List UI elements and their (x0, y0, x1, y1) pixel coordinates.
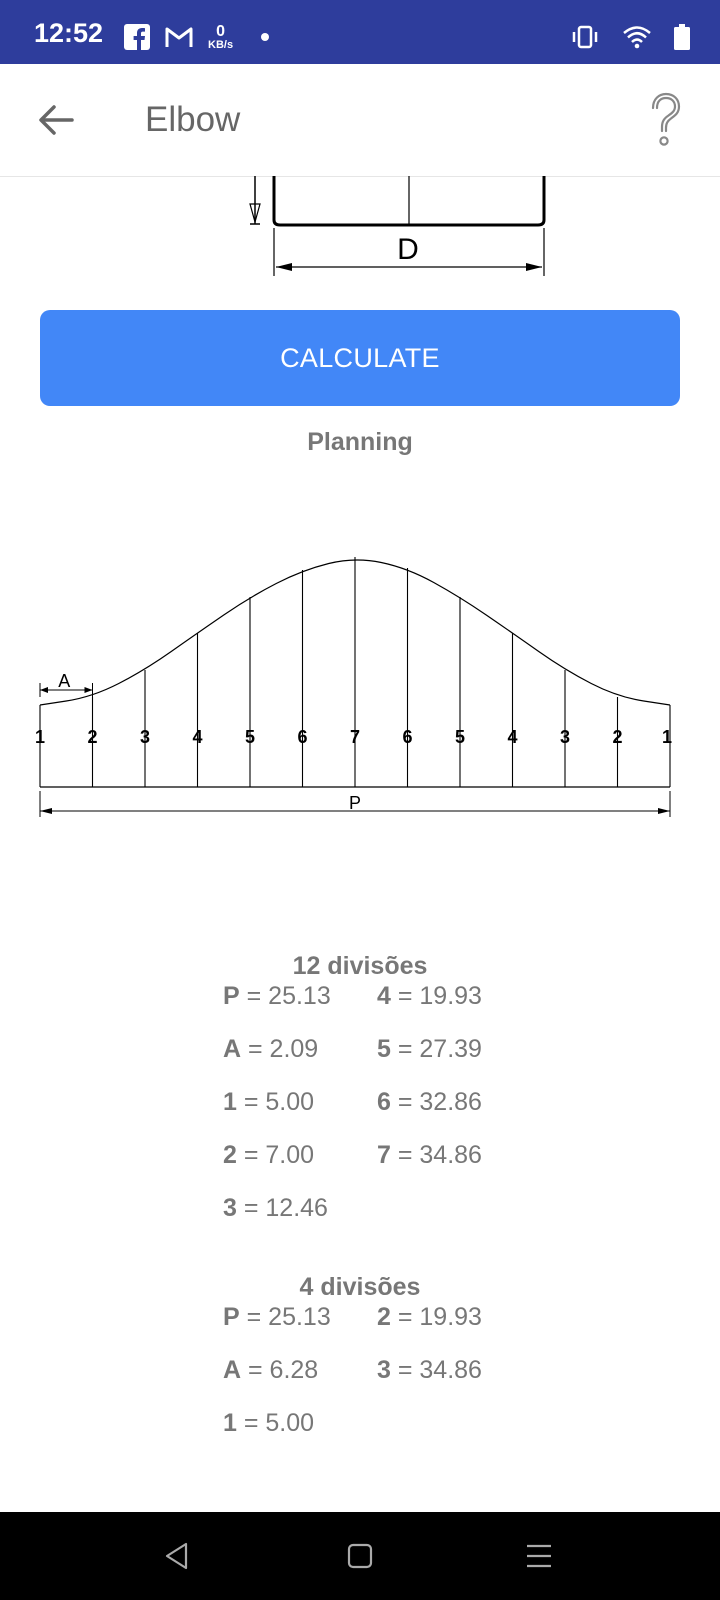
network-speed-value: 0 (216, 22, 225, 40)
status-right-icons (570, 24, 690, 50)
network-speed: 0 KB/s (208, 22, 234, 51)
a-dim-arrow (84, 687, 93, 693)
result-key: 1 (223, 1409, 237, 1437)
diameter-label: D (397, 233, 419, 266)
result-value: = 12.46 (236, 1194, 328, 1222)
results-4-heading: 4 divisões (299, 1273, 421, 1301)
result-value: = 6.28 (241, 1356, 319, 1384)
facebook-icon (124, 24, 150, 50)
result-item: 2 = 7.00 (223, 1141, 314, 1170)
division-label: 3 (140, 727, 150, 747)
result-item: 7 = 34.86 (377, 1141, 482, 1170)
status-bar: 12:52 0 KB/s (0, 0, 720, 64)
division-label: 5 (245, 727, 255, 747)
result-key: A (223, 1035, 242, 1063)
division-label: 1 (35, 727, 45, 747)
result-key: P (223, 1303, 240, 1331)
home-square-icon[interactable] (344, 1540, 376, 1572)
result-key: 5 (377, 1035, 391, 1063)
result-item: 6 = 32.86 (377, 1088, 482, 1117)
division-label: 2 (87, 727, 97, 747)
planning-title: Planning (307, 428, 413, 456)
division-label: 5 (455, 727, 465, 747)
p-dim-arrow (658, 808, 670, 814)
calculate-button[interactable]: CALCULATE (40, 310, 680, 406)
elbow-drawing: D (249, 176, 546, 276)
result-key: P (223, 982, 240, 1010)
app-bar: Elbow (0, 64, 720, 177)
a-dim-arrow (40, 687, 48, 693)
result-value: = 34.86 (390, 1141, 482, 1169)
result-value: = 34.86 (390, 1356, 482, 1384)
result-key: 7 (377, 1141, 391, 1169)
result-key: 1 (223, 1088, 237, 1116)
page-title: Elbow (145, 100, 241, 139)
result-key: 6 (377, 1088, 391, 1116)
arrow-left-icon[interactable] (30, 94, 82, 146)
result-value: = 27.39 (390, 1035, 482, 1063)
division-label: 1 (662, 727, 672, 747)
notification-dot (261, 33, 270, 41)
result-value: = 5.00 (236, 1409, 315, 1437)
result-value: = 19.93 (390, 982, 482, 1010)
result-value: = 5.00 (236, 1088, 315, 1116)
result-value: = 25.13 (239, 1303, 331, 1331)
menu-lines-icon[interactable] (523, 1540, 555, 1572)
result-value: = 25.13 (239, 982, 331, 1010)
result-key: 2 (223, 1141, 237, 1169)
division-label: 6 (402, 727, 412, 747)
status-left-icons: 0 KB/s (124, 22, 270, 52)
result-item: 3 = 34.86 (377, 1356, 482, 1385)
result-item: 5 = 27.39 (377, 1035, 482, 1064)
result-item: 1 = 5.00 (223, 1409, 314, 1438)
result-item: P = 25.13 (223, 1303, 331, 1332)
pattern-drawing: 1 2 3 4 5 6 7 6 5 4 3 2 1 A P (35, 557, 672, 817)
vibrate-icon (572, 25, 598, 49)
result-value: = 7.00 (236, 1141, 315, 1169)
result-key: 2 (377, 1303, 391, 1331)
division-label: 4 (507, 727, 517, 747)
result-item: A = 6.28 (223, 1356, 318, 1385)
a-label: A (58, 671, 70, 691)
result-key: 4 (377, 982, 391, 1010)
results-12-heading: 12 divisões (292, 952, 428, 980)
division-label: 6 (297, 727, 307, 747)
result-key: A (223, 1356, 242, 1384)
result-key: 3 (223, 1194, 237, 1222)
result-value: = 2.09 (241, 1035, 319, 1063)
status-time: 12:52 (34, 18, 104, 48)
gmail-icon (165, 27, 193, 47)
question-mark-icon[interactable] (642, 90, 690, 150)
wifi-icon (623, 26, 651, 49)
result-item: 3 = 12.46 (223, 1194, 328, 1223)
p-dim-arrow (40, 808, 52, 814)
result-item: 4 = 19.93 (377, 982, 482, 1011)
network-speed-unit: KB/s (208, 38, 234, 51)
result-value: = 19.93 (390, 1303, 482, 1331)
division-label: 3 (560, 727, 570, 747)
navigation-bar (0, 1512, 720, 1600)
battery-icon (674, 24, 690, 50)
division-label: 7 (350, 727, 360, 747)
division-label: 2 (612, 727, 622, 747)
result-item: P = 25.13 (223, 982, 331, 1011)
result-item: A = 2.09 (223, 1035, 318, 1064)
result-value: = 32.86 (390, 1088, 482, 1116)
result-item: 1 = 5.00 (223, 1088, 314, 1117)
division-label: 4 (192, 727, 202, 747)
result-key: 3 (377, 1356, 391, 1384)
result-item: 2 = 19.93 (377, 1303, 482, 1332)
p-label: P (349, 793, 361, 813)
back-triangle-icon[interactable] (161, 1540, 193, 1572)
